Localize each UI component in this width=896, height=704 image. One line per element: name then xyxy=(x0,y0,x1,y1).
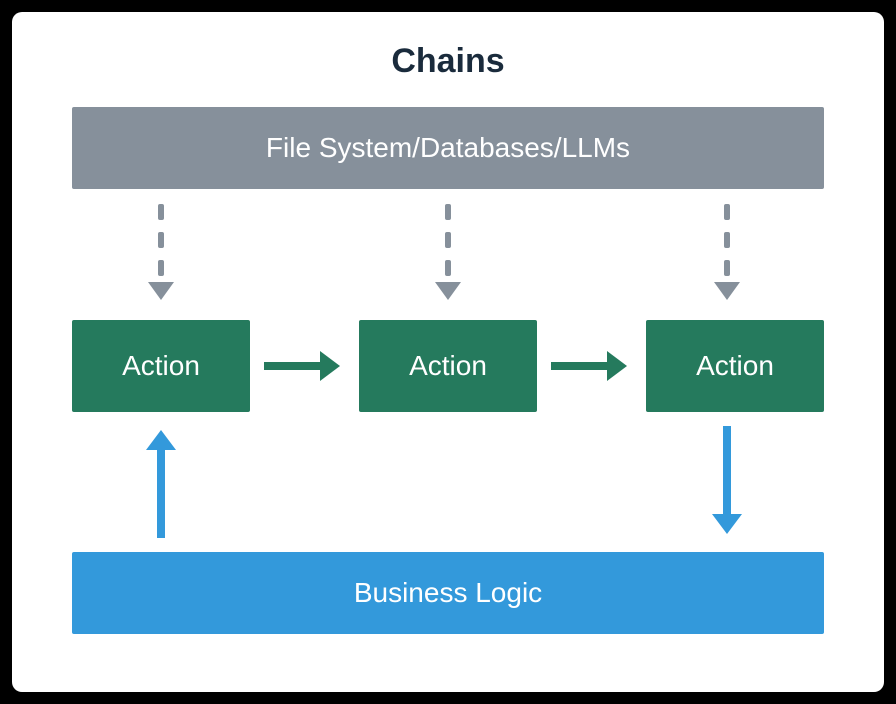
node-action-2: Action xyxy=(359,320,537,412)
dashed-arrow-segment xyxy=(445,260,451,276)
node-action-3-label: Action xyxy=(696,350,774,382)
v-arrow-up-head xyxy=(146,430,176,450)
dashed-arrow-head xyxy=(714,282,740,300)
node-business-logic-label: Business Logic xyxy=(354,577,542,609)
diagram-canvas: Chains File System/Databases/LLMs Action… xyxy=(12,12,884,692)
dashed-arrow-segment xyxy=(724,232,730,248)
node-action-1-label: Action xyxy=(122,350,200,382)
dashed-arrow-head xyxy=(435,282,461,300)
v-arrow-down-head xyxy=(712,514,742,534)
dashed-arrow-head xyxy=(148,282,174,300)
h-arrow-line xyxy=(264,362,322,370)
dashed-arrow-segment xyxy=(724,204,730,220)
node-action-3: Action xyxy=(646,320,824,412)
dashed-arrow-segment xyxy=(724,260,730,276)
h-arrow-head xyxy=(607,351,627,381)
dashed-arrow-segment xyxy=(158,204,164,220)
node-action-2-label: Action xyxy=(409,350,487,382)
dashed-arrow-segment xyxy=(445,232,451,248)
node-business-logic: Business Logic xyxy=(72,552,824,634)
h-arrow-line xyxy=(551,362,609,370)
v-arrow-up-line xyxy=(157,448,165,538)
dashed-arrow-segment xyxy=(158,260,164,276)
node-resources-label: File System/Databases/LLMs xyxy=(266,132,630,164)
diagram-title: Chains xyxy=(12,42,884,81)
v-arrow-down-line xyxy=(723,426,731,516)
node-action-1: Action xyxy=(72,320,250,412)
node-resources: File System/Databases/LLMs xyxy=(72,107,824,189)
h-arrow-head xyxy=(320,351,340,381)
dashed-arrow-segment xyxy=(445,204,451,220)
dashed-arrow-segment xyxy=(158,232,164,248)
